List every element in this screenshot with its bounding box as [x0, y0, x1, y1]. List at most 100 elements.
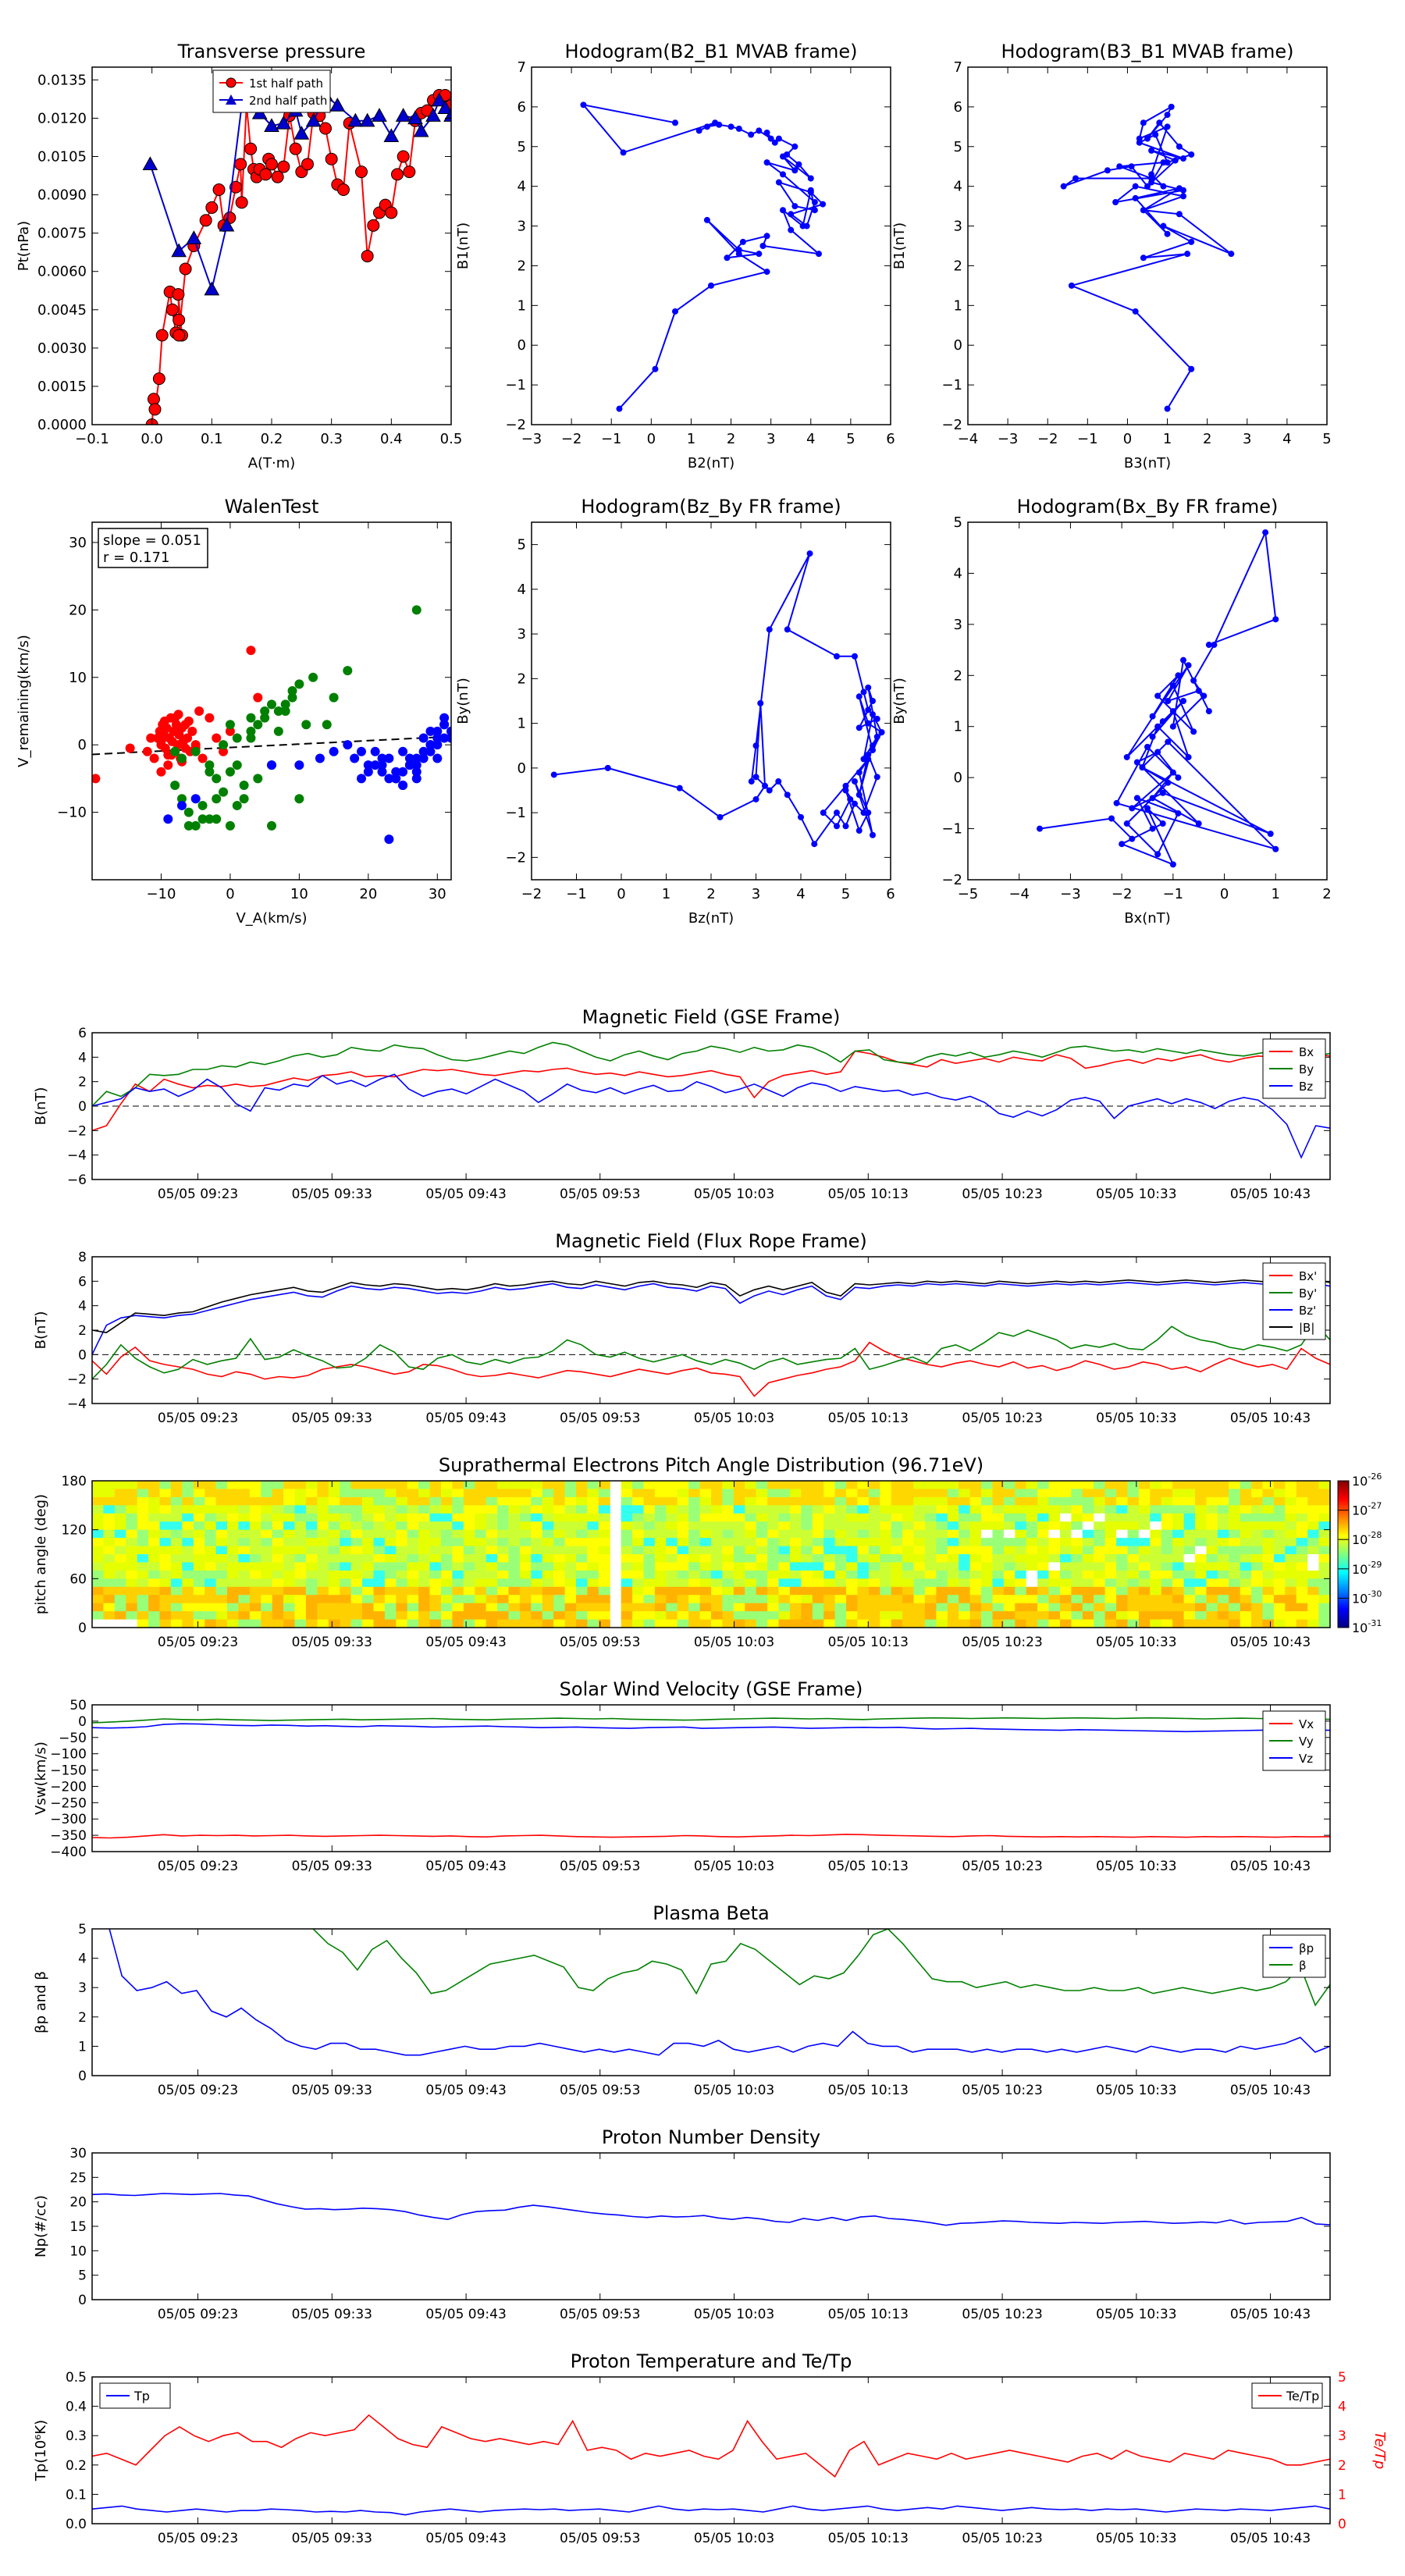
heatmap-cell [159, 1578, 172, 1588]
heatmap-cell [846, 1611, 858, 1621]
heatmap-cell [1071, 1521, 1083, 1531]
data-point [717, 813, 724, 820]
heatmap-cell [778, 1529, 791, 1539]
y-tick-label: 2 [954, 667, 962, 684]
heatmap-cell [722, 1529, 735, 1539]
heatmap-cell [272, 1529, 284, 1539]
heatmap-cell [745, 1546, 757, 1555]
data-point [301, 158, 314, 171]
y-tick-label: 20 [69, 2195, 87, 2211]
heatmap-cell [801, 1529, 813, 1539]
heatmap-cell [1262, 1489, 1275, 1498]
heatmap-cell [857, 1513, 870, 1522]
heatmap-cell [1161, 1554, 1173, 1563]
heatmap-cell [362, 1586, 374, 1596]
heatmap-cell [429, 1578, 442, 1588]
heatmap-cell [114, 1546, 126, 1555]
heatmap-cell [1071, 1570, 1083, 1579]
data-point [1144, 743, 1151, 750]
heatmap-cell [789, 1529, 802, 1539]
data-point [229, 180, 242, 194]
heatmap-cell [170, 1562, 183, 1571]
heatmap-cell [587, 1496, 599, 1506]
data-point [234, 158, 247, 171]
heatmap-cell [294, 1529, 307, 1539]
data-point [363, 767, 373, 777]
heatmap-cell [880, 1619, 892, 1628]
data-point [1144, 805, 1151, 812]
heatmap-cell [407, 1578, 419, 1588]
y-axis-label: By(nT) [455, 678, 471, 724]
heatmap-cell [666, 1513, 678, 1522]
heatmap-cell [238, 1595, 251, 1604]
data-point [855, 693, 863, 700]
heatmap-cell [92, 1546, 104, 1555]
heatmap-cell [857, 1578, 870, 1588]
y-tick-label: 0 [78, 1714, 87, 1730]
heatmap-cell [497, 1611, 510, 1621]
heatmap-cell [1048, 1562, 1061, 1571]
heatmap-cell [475, 1513, 487, 1522]
heatmap-cell [959, 1554, 971, 1563]
heatmap-cell [1048, 1595, 1061, 1604]
heatmap-cell [1240, 1496, 1252, 1506]
heatmap-cell [305, 1570, 318, 1579]
heatmap-cell [643, 1489, 656, 1498]
heatmap-cell [1195, 1481, 1207, 1489]
heatmap-cell [1285, 1586, 1297, 1596]
heatmap-cell [1273, 1570, 1286, 1579]
heatmap-cell [418, 1554, 431, 1563]
heatmap-cell [1048, 1554, 1061, 1563]
heatmap-cell [452, 1595, 464, 1604]
heatmap-cell [947, 1578, 959, 1588]
heatmap-cell [294, 1595, 307, 1604]
y-tick-label: 2 [954, 258, 962, 274]
heatmap-cell [733, 1481, 745, 1489]
data-point [1175, 774, 1182, 781]
heatmap-cell [891, 1481, 903, 1489]
heatmap-cell [981, 1570, 993, 1579]
heatmap-cell [463, 1546, 475, 1555]
heatmap-cell [992, 1521, 1005, 1531]
heatmap-cell [1150, 1546, 1162, 1555]
heatmap-cell [328, 1562, 340, 1571]
heatmap-cell [846, 1578, 858, 1588]
heatmap-cell [643, 1481, 656, 1489]
data-point [398, 781, 408, 791]
data-point [1185, 662, 1192, 669]
heatmap-cell [981, 1546, 993, 1555]
heatmap-cell [745, 1586, 757, 1596]
heatmap-cell [576, 1619, 588, 1628]
series-2nd-half-path [142, 87, 451, 296]
heatmap-cell [812, 1562, 824, 1571]
data-point [1164, 405, 1171, 412]
heatmap-cell [823, 1570, 836, 1579]
heatmap-cell [317, 1619, 329, 1628]
plot-frame [91, 2376, 1331, 2524]
heatmap-cell [103, 1538, 116, 1547]
heatmap-cell [1206, 1554, 1218, 1563]
heatmap-cell [823, 1619, 836, 1628]
heatmap-cell [936, 1619, 948, 1628]
heatmap-cell [542, 1554, 554, 1563]
heatmap-cell [722, 1481, 735, 1489]
heatmap-cell [340, 1546, 352, 1555]
heatmap-cell [711, 1546, 723, 1555]
heatmap-cell [340, 1603, 352, 1612]
heatmap-cell [384, 1529, 397, 1539]
x-tick-label: 05/05 10:13 [828, 1187, 909, 1202]
x-tick-label: 1 [1163, 431, 1172, 447]
heatmap-cell [272, 1619, 284, 1628]
y-tick-label: 4 [78, 1299, 87, 1315]
heatmap-cell [305, 1521, 318, 1531]
data-point [190, 746, 201, 756]
data-point [264, 118, 279, 132]
annotation-box [98, 528, 208, 568]
heatmap-cell [148, 1578, 161, 1588]
heatmap-cell [350, 1529, 363, 1539]
heatmap-cell [1206, 1521, 1218, 1531]
y-tick-label: −4 [67, 1148, 87, 1164]
data-point [834, 809, 840, 817]
heatmap-cell [1183, 1505, 1196, 1514]
heatmap-cell [373, 1546, 386, 1555]
